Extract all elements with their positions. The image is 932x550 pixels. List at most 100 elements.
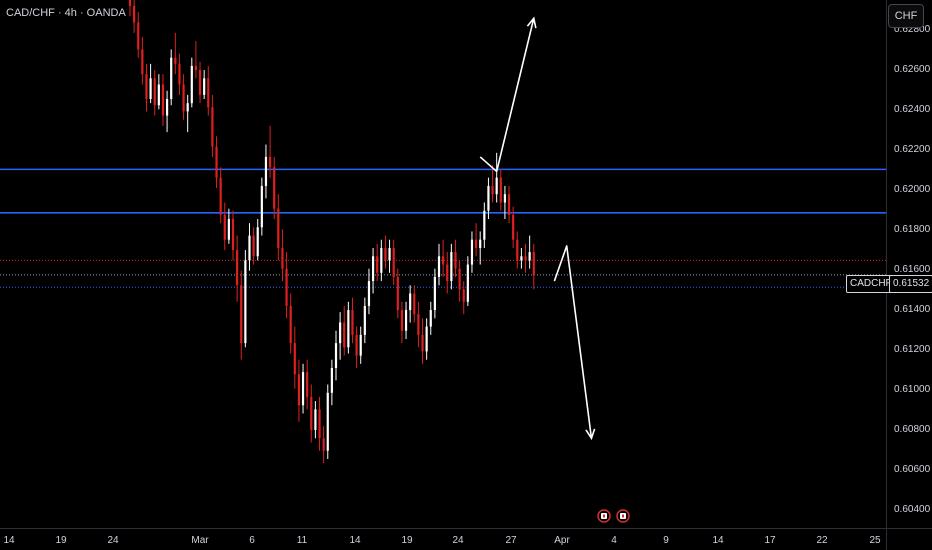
symbol-title[interactable]: CAD/CHF · 4h · OANDA	[6, 7, 126, 19]
candle-body	[128, 0, 132, 6]
candle-body	[149, 78, 152, 100]
time-axis-label: 4	[611, 535, 617, 546]
candle	[314, 401, 317, 439]
currency-button[interactable]: CHF	[888, 4, 924, 28]
candle	[446, 252, 449, 294]
price-axis-label: 0.60600	[894, 464, 931, 475]
candle	[487, 177, 490, 220]
candle-body	[153, 78, 156, 106]
candle	[289, 293, 292, 354]
current-price-tag: 0.61532	[889, 275, 932, 293]
candle-body	[219, 177, 222, 215]
candle	[442, 239, 445, 277]
candle-body	[256, 227, 259, 257]
candle	[528, 235, 531, 269]
candle	[322, 425, 325, 464]
candle	[409, 285, 412, 323]
candle	[474, 223, 478, 257]
candle-body	[433, 276, 436, 311]
candle	[371, 247, 375, 294]
candle	[483, 202, 486, 248]
candle-body	[347, 310, 350, 348]
candle-body	[260, 185, 263, 228]
candle	[367, 268, 371, 315]
candle-body	[524, 256, 527, 261]
candle-body	[203, 78, 206, 95]
candle-body	[507, 194, 511, 215]
candle	[503, 185, 507, 220]
candle-body	[182, 84, 185, 112]
candle	[236, 235, 239, 302]
candle-body	[474, 239, 478, 248]
candle	[252, 227, 255, 265]
event-icon-leaf	[603, 514, 605, 518]
economic-event-icon	[616, 509, 630, 523]
candle	[198, 61, 202, 104]
candle	[495, 152, 498, 203]
candle-body	[301, 372, 305, 406]
candle-body	[470, 239, 474, 265]
candle	[318, 396, 321, 451]
candle-body	[450, 252, 453, 282]
time-axis-label: 9	[663, 535, 669, 546]
candle-body	[334, 343, 338, 368]
candle	[211, 94, 214, 157]
candle-body	[314, 409, 317, 431]
event-icon-leaf	[622, 514, 624, 518]
price-axis-label: 0.62600	[894, 64, 931, 75]
candle-body	[491, 185, 494, 195]
arrow-line	[553, 245, 593, 439]
candle	[413, 285, 416, 323]
candle	[359, 326, 362, 364]
candle-body	[293, 343, 296, 375]
candle	[417, 301, 420, 348]
candle	[330, 359, 333, 406]
candle-body	[240, 285, 243, 344]
candle-body	[322, 438, 325, 451]
candles	[128, 0, 535, 464]
candle-body	[318, 409, 321, 439]
candle-body	[273, 167, 276, 209]
candle	[512, 206, 515, 248]
candle	[429, 301, 432, 335]
candle	[273, 156, 276, 220]
candle-body	[487, 185, 490, 211]
candle	[256, 219, 259, 261]
candle-body	[495, 177, 498, 195]
candle	[301, 363, 305, 414]
candle	[400, 301, 404, 344]
time-axis-label: 6	[249, 535, 255, 546]
candle	[186, 94, 189, 133]
candle	[334, 330, 338, 381]
economic-event-icon	[597, 509, 611, 523]
candle	[532, 243, 535, 290]
price-axis-label: 0.60400	[894, 504, 931, 515]
time-axis-label: 14	[3, 535, 15, 546]
candle	[499, 169, 502, 211]
price-axis-label: 0.62200	[894, 144, 931, 155]
candle	[347, 301, 350, 354]
candle	[384, 235, 387, 269]
price-axis-label: 0.61800	[894, 224, 931, 235]
time-axis-label: 17	[764, 535, 776, 546]
candle	[520, 247, 523, 269]
candle	[149, 63, 152, 104]
price-axis-label: 0.62400	[894, 104, 931, 115]
candle-body	[194, 65, 198, 71]
candle-body	[413, 293, 416, 315]
candle	[141, 36, 144, 85]
candle-body	[380, 247, 383, 273]
candle-body	[417, 314, 420, 335]
candle-body	[330, 367, 333, 393]
drawing-arrows	[479, 16, 596, 441]
candle	[128, 0, 132, 17]
candle	[281, 229, 284, 282]
candle	[351, 297, 354, 344]
candle-body	[289, 305, 292, 344]
candle-body	[343, 322, 346, 348]
candle-body	[512, 214, 515, 240]
candle	[425, 318, 428, 360]
